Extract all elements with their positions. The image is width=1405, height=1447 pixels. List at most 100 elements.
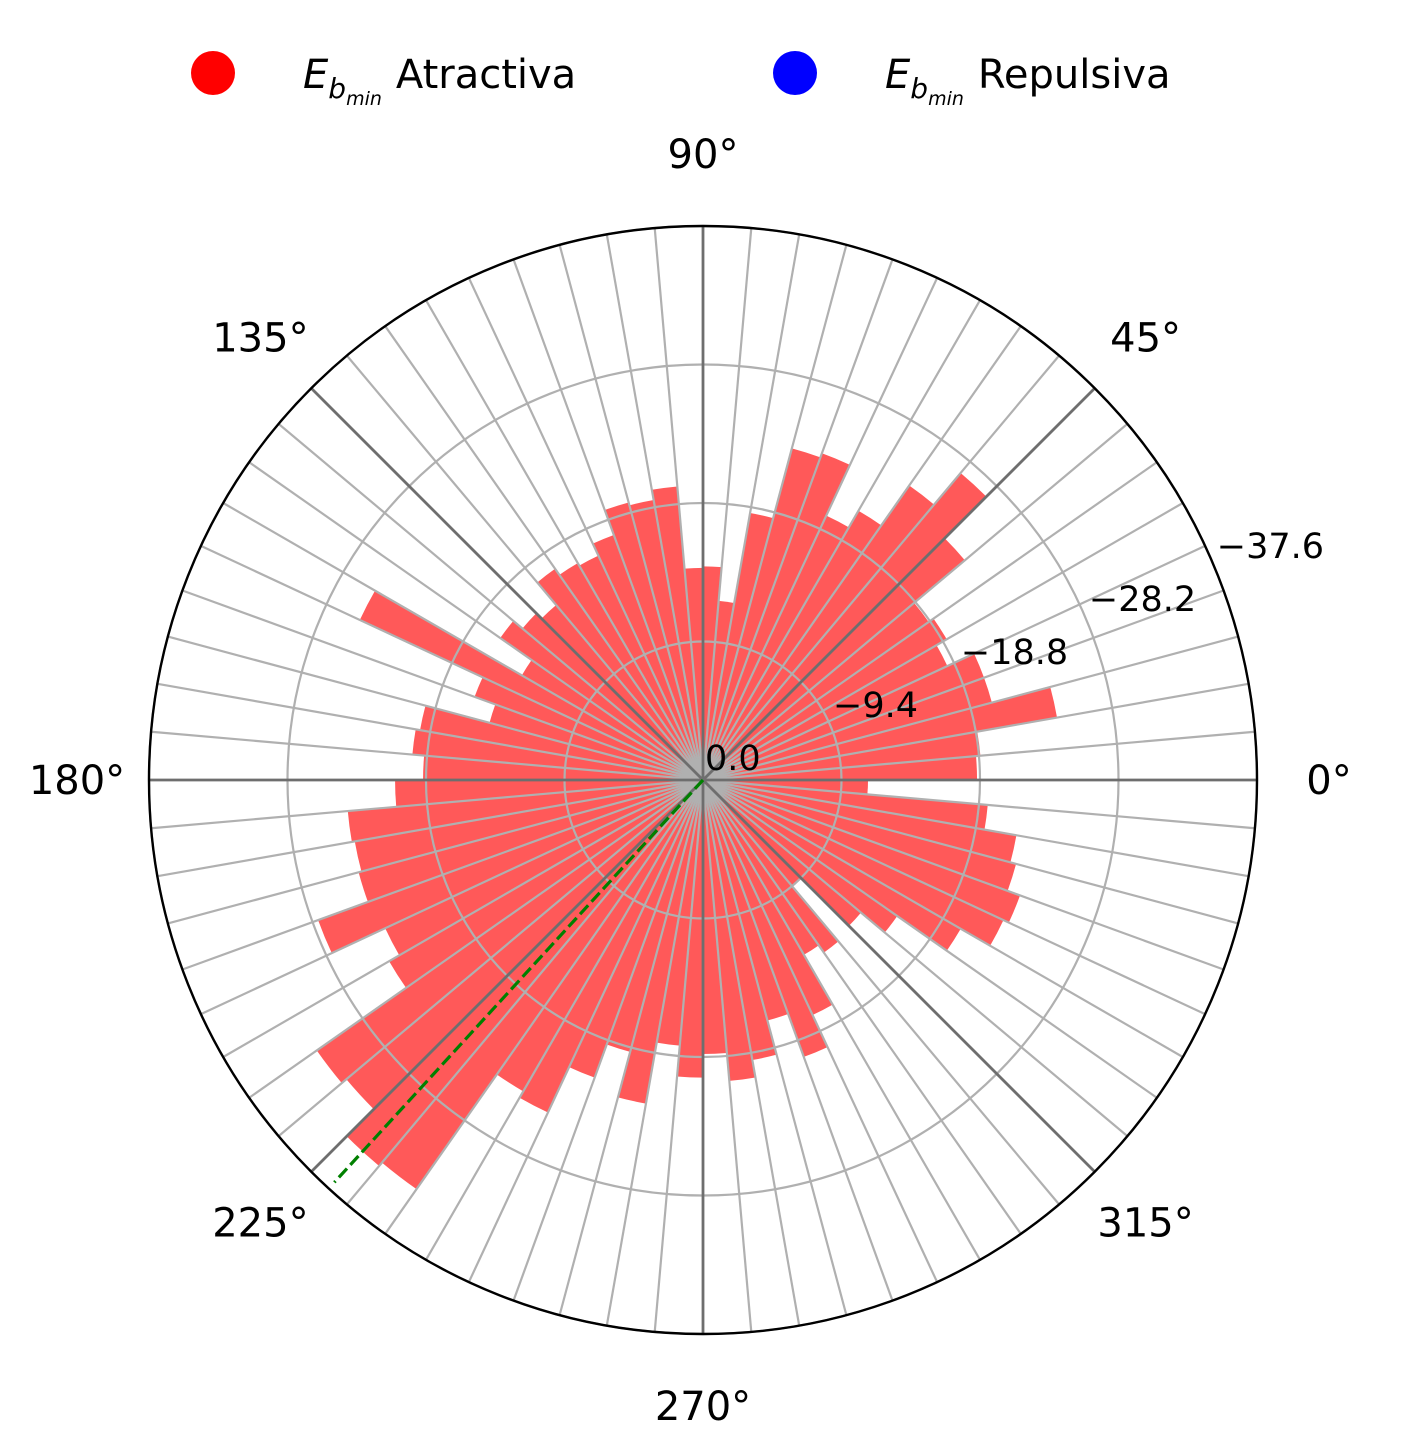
angular-grid-line bbox=[222, 502, 704, 781]
angular-grid-line bbox=[200, 544, 704, 781]
angular-grid-line bbox=[151, 778, 704, 830]
angle-tick-label: 270° bbox=[655, 1384, 751, 1430]
angular-grid-line bbox=[277, 779, 704, 1137]
angular-grid-line bbox=[701, 234, 801, 781]
polar-bar bbox=[579, 555, 703, 780]
angular-grid-line bbox=[467, 779, 704, 1283]
legend-subscript: b bbox=[910, 72, 928, 105]
polar-bar bbox=[703, 618, 947, 780]
angular-grid-line bbox=[384, 779, 704, 1235]
angle-tick-label: 0° bbox=[1306, 758, 1351, 804]
angular-grid-line bbox=[222, 779, 704, 1058]
angular-major-line bbox=[310, 387, 704, 781]
polar-bar bbox=[521, 659, 703, 780]
grid-layer bbox=[147, 224, 1259, 1336]
polar-bar bbox=[569, 780, 703, 1078]
polar-bar bbox=[703, 780, 1021, 923]
angular-grid-line bbox=[653, 779, 705, 1332]
angular-grid-line bbox=[182, 589, 704, 782]
angular-grid-line bbox=[248, 461, 704, 781]
legend-marker bbox=[191, 51, 235, 95]
radial-tick-label: 0.0 bbox=[705, 739, 761, 779]
angular-grid-line bbox=[346, 779, 704, 1206]
angular-major-line bbox=[702, 779, 1096, 1173]
angular-grid-line bbox=[157, 778, 704, 878]
legend-entry-text: Repulsiva bbox=[978, 52, 1171, 98]
angular-grid-line bbox=[182, 778, 704, 971]
angular-grid-line bbox=[702, 544, 1206, 781]
angular-grid-line bbox=[702, 325, 1022, 781]
angular-grid-line bbox=[702, 779, 1060, 1206]
angular-grid-line bbox=[167, 778, 704, 925]
polar-bar bbox=[703, 780, 961, 951]
legend-subsubscript: min bbox=[928, 88, 964, 110]
legend-subsubscript: min bbox=[346, 88, 382, 110]
polar-bar bbox=[703, 538, 965, 780]
angular-grid-line bbox=[702, 277, 939, 781]
radial-tick-label: −28.2 bbox=[1089, 580, 1196, 620]
legend-label: Ebmin Atractiva bbox=[303, 52, 576, 110]
legend-symbol: E bbox=[885, 52, 911, 98]
angle-tick-label: 135° bbox=[212, 315, 308, 361]
angular-grid-line bbox=[702, 779, 1184, 1058]
angular-grid-line bbox=[157, 682, 704, 782]
angular-grid-line bbox=[701, 259, 894, 781]
angular-grid-line bbox=[702, 779, 939, 1283]
polar-bar bbox=[318, 780, 703, 954]
angular-grid-line bbox=[702, 589, 1224, 782]
angular-grid-line bbox=[558, 244, 705, 781]
radial-tick-label: −9.4 bbox=[833, 686, 918, 726]
angular-grid-line bbox=[425, 779, 704, 1261]
angular-grid-line bbox=[701, 779, 801, 1326]
polar-bar bbox=[381, 780, 703, 1190]
polar-bar bbox=[703, 780, 801, 887]
angular-grid-line bbox=[701, 779, 894, 1301]
angular-grid-line bbox=[701, 779, 753, 1332]
legend: EbminAtractiva EbminRepulsiva bbox=[191, 51, 1171, 110]
polar-bar bbox=[522, 613, 703, 780]
angular-grid-line bbox=[167, 635, 704, 782]
angular-grid-line bbox=[702, 778, 1239, 925]
angular-grid-line bbox=[701, 779, 848, 1316]
legend-entry: Ebmin Atractiva bbox=[191, 51, 576, 110]
angular-grid-line bbox=[701, 228, 753, 781]
polar-bar bbox=[703, 602, 929, 780]
polar-bar bbox=[703, 485, 935, 780]
legend-entry: Ebmin Repulsiva bbox=[773, 51, 1171, 110]
angular-grid-line bbox=[702, 778, 1255, 830]
angular-grid-line bbox=[384, 325, 704, 781]
highlight-line bbox=[333, 778, 705, 1184]
angular-grid-line bbox=[605, 234, 705, 781]
angular-major-line bbox=[310, 779, 704, 1173]
angular-grid-line bbox=[702, 682, 1249, 782]
labels-layer: 0° 45° 90° 135° 180° 225° 270° 315° 0.0 −9.4 −18.8… bbox=[29, 132, 1352, 1430]
polar-bar bbox=[316, 780, 703, 1084]
angular-grid-line bbox=[512, 779, 705, 1301]
legend-marker bbox=[773, 51, 817, 95]
angular-grid-line bbox=[702, 423, 1129, 781]
angle-tick-label: 315° bbox=[1097, 1201, 1193, 1247]
angular-grid-line bbox=[151, 730, 704, 782]
angular-grid-line bbox=[467, 277, 704, 781]
polar-bar bbox=[519, 780, 703, 1113]
angular-grid-line bbox=[702, 779, 1129, 1137]
angular-grid-line bbox=[702, 779, 1022, 1235]
polar-bar bbox=[703, 780, 833, 1016]
radial-tick-label: −18.8 bbox=[961, 633, 1068, 673]
angle-tick-label: 90° bbox=[668, 132, 739, 178]
polar-bar bbox=[703, 780, 862, 926]
legend-label: Ebmin Repulsiva bbox=[885, 52, 1171, 110]
polar-frame bbox=[147, 224, 1259, 1336]
legend-entry-text: Atractiva bbox=[396, 52, 576, 98]
angular-grid-line bbox=[702, 779, 1206, 1016]
angular-grid-line bbox=[653, 228, 705, 781]
angular-major-line bbox=[702, 387, 1096, 781]
polar-bar bbox=[541, 605, 703, 780]
angular-grid-line bbox=[702, 779, 1158, 1099]
polar-bar bbox=[703, 510, 882, 780]
angular-grid-line bbox=[702, 461, 1158, 781]
polar-bar bbox=[703, 473, 987, 780]
polar-bar bbox=[703, 453, 850, 780]
polar-bar bbox=[385, 780, 703, 956]
angular-grid-line bbox=[558, 779, 705, 1316]
